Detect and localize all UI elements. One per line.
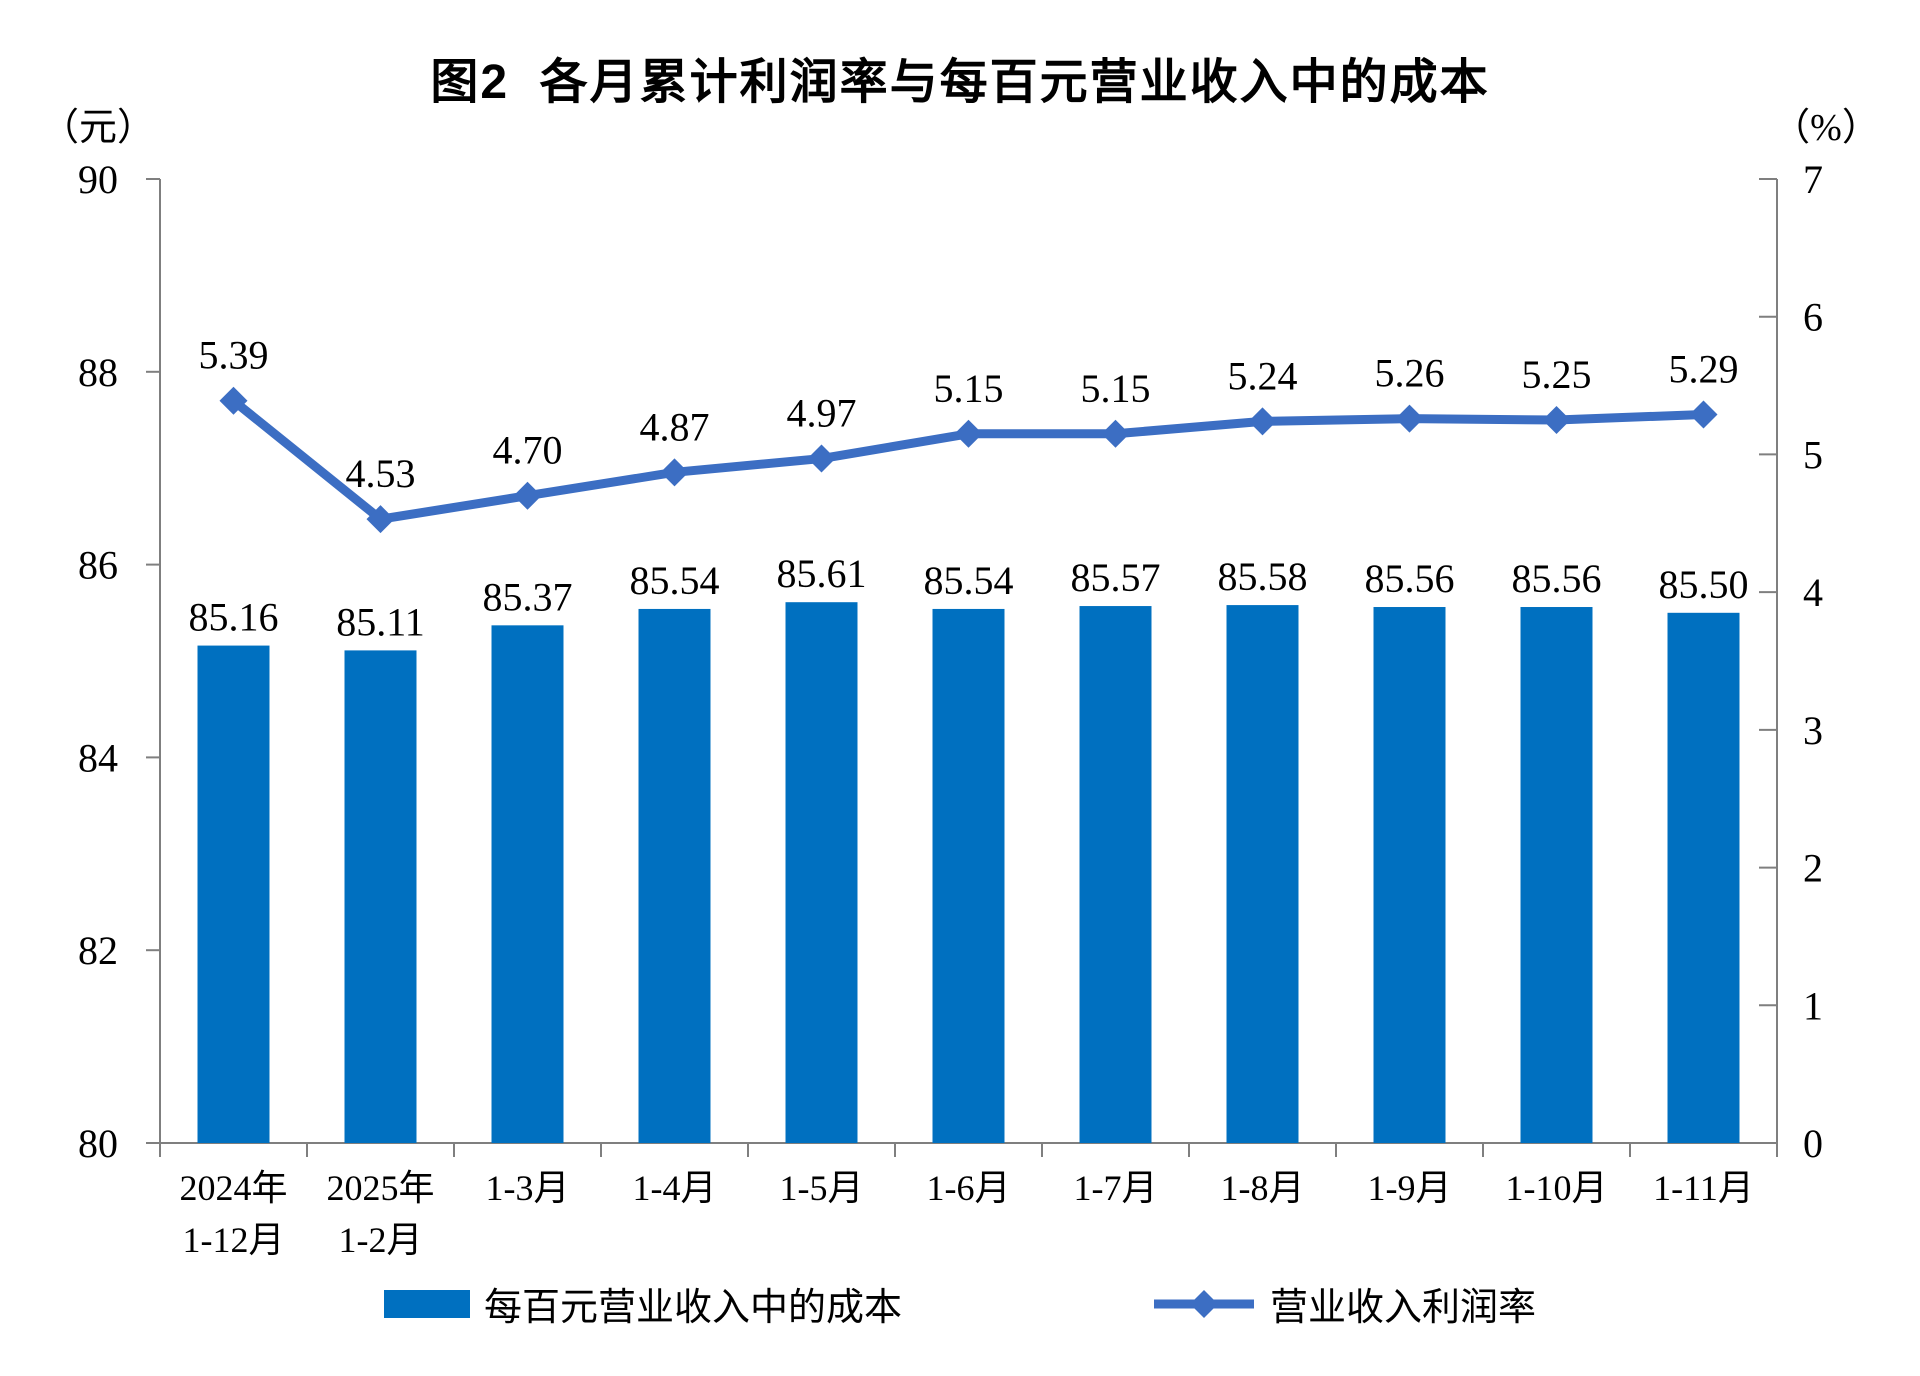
- line-marker-7: [1248, 407, 1277, 436]
- left-axis-tick-label: 84: [78, 735, 118, 780]
- bar-4: [785, 602, 858, 1143]
- x-axis-label: 1-4月: [633, 1168, 717, 1208]
- chart-title: 图2 各月累计利润率与每百元营业收入中的成本: [430, 56, 1490, 109]
- left-axis-tick-label: 86: [78, 543, 118, 588]
- line-marker-9: [1542, 406, 1571, 434]
- right-axis-tick-label: 7: [1803, 157, 1823, 202]
- line-value-label: 5.25: [1522, 352, 1592, 397]
- x-axis-label: 1-9月: [1368, 1168, 1452, 1208]
- bar-0: [197, 645, 270, 1143]
- bar-series-swatch: [383, 1289, 470, 1318]
- line-marker-1: [366, 505, 395, 534]
- bar-value-label: 85.50: [1659, 562, 1749, 607]
- x-axis-label: 1-11月: [1653, 1168, 1754, 1208]
- x-axis-label: 1-10月: [1506, 1168, 1608, 1208]
- line-marker-10: [1689, 400, 1718, 429]
- line-value-label: 4.97: [787, 391, 857, 436]
- right-axis-tick-label: 2: [1803, 846, 1823, 891]
- legend-diamond-marker: [1190, 1289, 1218, 1318]
- bar-value-label: 85.37: [483, 574, 573, 619]
- line-marker-4: [807, 444, 836, 473]
- line-value-label: 5.29: [1669, 346, 1739, 391]
- bar-7: [1226, 605, 1299, 1143]
- line-marker-6: [1101, 419, 1130, 448]
- left-axis-tick-label: 80: [78, 1121, 118, 1166]
- left-axis-tick-label: 90: [78, 157, 118, 202]
- bar-1: [344, 650, 417, 1143]
- x-axis-label: 1-8月: [1221, 1168, 1305, 1208]
- right-axis-tick-label: 6: [1803, 295, 1823, 340]
- x-axis-label: 1-2月: [339, 1220, 423, 1260]
- legend: 每百元营业收入中的成本 营业收入利润率: [0, 1276, 1920, 1331]
- line-value-label: 5.24: [1228, 353, 1298, 398]
- line-series-label: 营业收入利润率: [1270, 1287, 1537, 1329]
- legend-item-bar-series: 每百元营业收入中的成本: [383, 1276, 902, 1331]
- profit-rate-line: [229, 396, 1708, 524]
- bar-9: [1520, 607, 1593, 1143]
- line-value-label: 5.15: [1081, 366, 1151, 411]
- right-axis-tick-label: 3: [1803, 708, 1823, 753]
- x-axis-label: 1-12月: [183, 1220, 285, 1260]
- bar-value-label: 85.11: [336, 599, 425, 644]
- right-axis-unit: （%）: [1772, 107, 1880, 149]
- line-marker-5: [954, 419, 983, 448]
- line-marker-0: [219, 386, 248, 415]
- bar-6: [1079, 606, 1152, 1143]
- right-axis-tick-label: 5: [1803, 432, 1823, 477]
- x-axis-label: 1-3月: [486, 1168, 570, 1208]
- line-value-label: 5.26: [1375, 351, 1445, 396]
- bar-value-label: 85.54: [924, 558, 1014, 603]
- line-marker-3: [660, 458, 689, 487]
- bar-value-label: 85.16: [189, 595, 279, 640]
- line-value-label: 4.87: [640, 404, 710, 449]
- line-value-label: 4.53: [346, 451, 416, 496]
- bar-2: [491, 625, 564, 1143]
- bar-value-label: 85.54: [630, 558, 720, 603]
- x-axis-label: 2024年: [179, 1168, 287, 1208]
- right-axis-tick-label: 4: [1803, 570, 1823, 615]
- line-marker-8: [1395, 404, 1424, 433]
- line-value-label: 5.15: [934, 366, 1004, 411]
- left-axis-tick-label: 88: [78, 350, 118, 395]
- right-axis-tick-label: 1: [1803, 983, 1823, 1028]
- bar-series-label: 每百元营业收入中的成本: [483, 1287, 902, 1329]
- x-axis-label: 1-7月: [1074, 1168, 1158, 1208]
- right-axis-tick-label: 0: [1803, 1121, 1823, 1166]
- x-axis-label: 2025年: [326, 1168, 434, 1208]
- bar-3: [638, 608, 711, 1143]
- x-axis-label: 1-6月: [927, 1168, 1011, 1208]
- legend-item-line-series: 营业收入利润率: [1152, 1276, 1536, 1331]
- bar-value-label: 85.61: [777, 551, 867, 596]
- x-axis-label: 1-5月: [780, 1168, 864, 1208]
- line-value-label: 4.70: [493, 428, 563, 473]
- left-axis-unit: （元）: [40, 107, 155, 149]
- line-value-label: 5.39: [199, 333, 269, 378]
- line-marker-2: [513, 481, 542, 510]
- line-series-swatch: [1154, 1289, 1254, 1318]
- bar-value-label: 85.58: [1218, 554, 1308, 599]
- bar-value-label: 85.57: [1071, 555, 1161, 600]
- bar-value-label: 85.56: [1365, 556, 1455, 601]
- bar-10: [1667, 612, 1740, 1143]
- left-axis-tick-label: 82: [78, 928, 118, 973]
- bar-8: [1373, 607, 1446, 1143]
- bar-value-label: 85.56: [1512, 556, 1602, 601]
- bar-5: [932, 608, 1005, 1143]
